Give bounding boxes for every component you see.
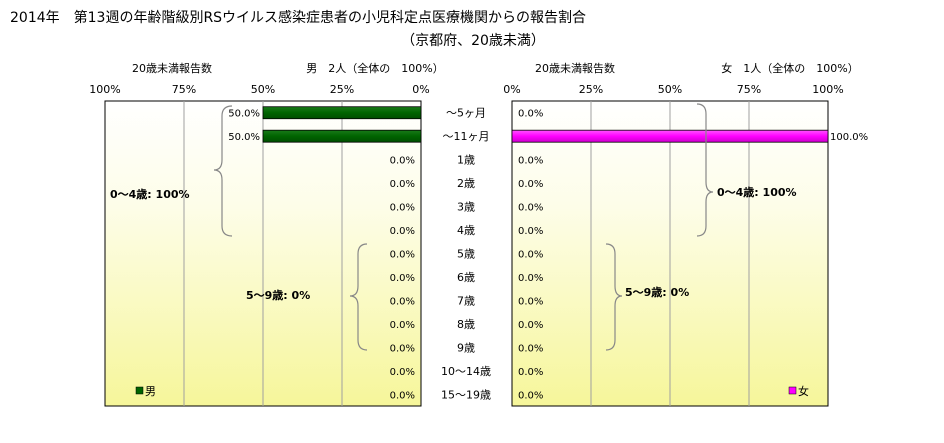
male-bar [262, 106, 422, 120]
right-axis-caption: 20歳未満報告数 [535, 62, 615, 75]
left-tick-label: 50% [251, 83, 275, 96]
male-value-label: 0.0% [390, 296, 415, 307]
female-value-label: 100.0% [830, 132, 868, 143]
legend-female-swatch [788, 386, 797, 395]
chart-title: 2014年 第13週の年齢階級別RSウイルス感染症患者の小児科定点医療機関からの… [10, 9, 586, 26]
female-value-label: 0.0% [518, 296, 543, 307]
male-bar [262, 129, 422, 143]
category-label: 8歳 [457, 318, 475, 331]
male-value-label: 0.0% [390, 367, 415, 378]
male-value-label: 0.0% [390, 226, 415, 237]
left-panel-header: 男 2人（全体の 100%） [306, 61, 443, 75]
female-value-label: 0.0% [518, 273, 543, 284]
male-value-label: 0.0% [390, 390, 415, 401]
category-label: 10～14歳 [441, 365, 491, 378]
male-value-label: 0.0% [390, 273, 415, 284]
male-value-label: 0.0% [390, 250, 415, 261]
category-label: 15～19歳 [441, 388, 491, 401]
right-tick-label: 0% [503, 83, 520, 96]
left-tick-label: 0% [412, 83, 429, 96]
legend-male-label: 男 [145, 385, 156, 398]
female-value-label: 0.0% [518, 367, 543, 378]
female-value-label: 0.0% [518, 390, 543, 401]
right-tick-label: 25% [579, 83, 603, 96]
right-group-label-5-9: 5～9歳: 0% [625, 285, 689, 299]
female-value-label: 0.0% [518, 156, 543, 167]
left-brace-5-9 [349, 243, 368, 351]
female-bar [511, 129, 829, 143]
left-tick-label: 100% [89, 83, 120, 96]
left-tick-label: 25% [330, 83, 354, 96]
left-brace-0-4 [213, 105, 233, 237]
category-label: 6歳 [457, 271, 475, 284]
right-group-label-0-4: 0～4歳: 100% [717, 185, 797, 199]
right-brace-0-4 [696, 103, 714, 237]
male-value-label: 50.0% [228, 109, 260, 120]
male-value-label: 0.0% [390, 203, 415, 214]
right-tick-label: 50% [658, 83, 682, 96]
right-panel-header: 女 1人（全体の 100%） [721, 61, 858, 75]
chart-subtitle: （京都府、20歳未満） [401, 33, 545, 49]
left-group-label-5-9: 5～9歳: 0% [246, 288, 310, 302]
left-group-label-0-4: 0～4歳: 100% [110, 187, 190, 201]
category-label: 1歳 [457, 154, 475, 167]
category-label: 5歳 [457, 248, 475, 261]
male-value-label: 0.0% [390, 343, 415, 354]
male-value-label: 0.0% [390, 320, 415, 331]
category-label: 4歳 [457, 224, 475, 237]
category-label: 3歳 [457, 201, 475, 214]
female-value-label: 0.0% [518, 109, 543, 120]
male-value-label: 0.0% [390, 179, 415, 190]
category-label: 9歳 [457, 341, 475, 354]
category-label: 2歳 [457, 177, 475, 190]
male-value-label: 0.0% [390, 156, 415, 167]
left-axis-caption: 20歳未満報告数 [132, 62, 212, 75]
legend-female-label: 女 [798, 384, 809, 398]
female-value-label: 0.0% [518, 179, 543, 190]
right-tick-label: 75% [737, 83, 761, 96]
female-value-label: 0.0% [518, 250, 543, 261]
category-label: 7歳 [457, 294, 475, 307]
female-value-label: 0.0% [518, 226, 543, 237]
female-value-label: 0.0% [518, 343, 543, 354]
legend-male-swatch [135, 386, 144, 395]
left-tick-label: 75% [172, 83, 196, 96]
right-tick-label: 100% [812, 83, 843, 96]
male-value-label: 50.0% [228, 132, 260, 143]
female-value-label: 0.0% [518, 203, 543, 214]
category-label: ～5ヶ月 [446, 107, 486, 120]
female-value-label: 0.0% [518, 320, 543, 331]
right-brace-5-9 [605, 243, 623, 351]
category-label: ～11ヶ月 [443, 130, 490, 143]
